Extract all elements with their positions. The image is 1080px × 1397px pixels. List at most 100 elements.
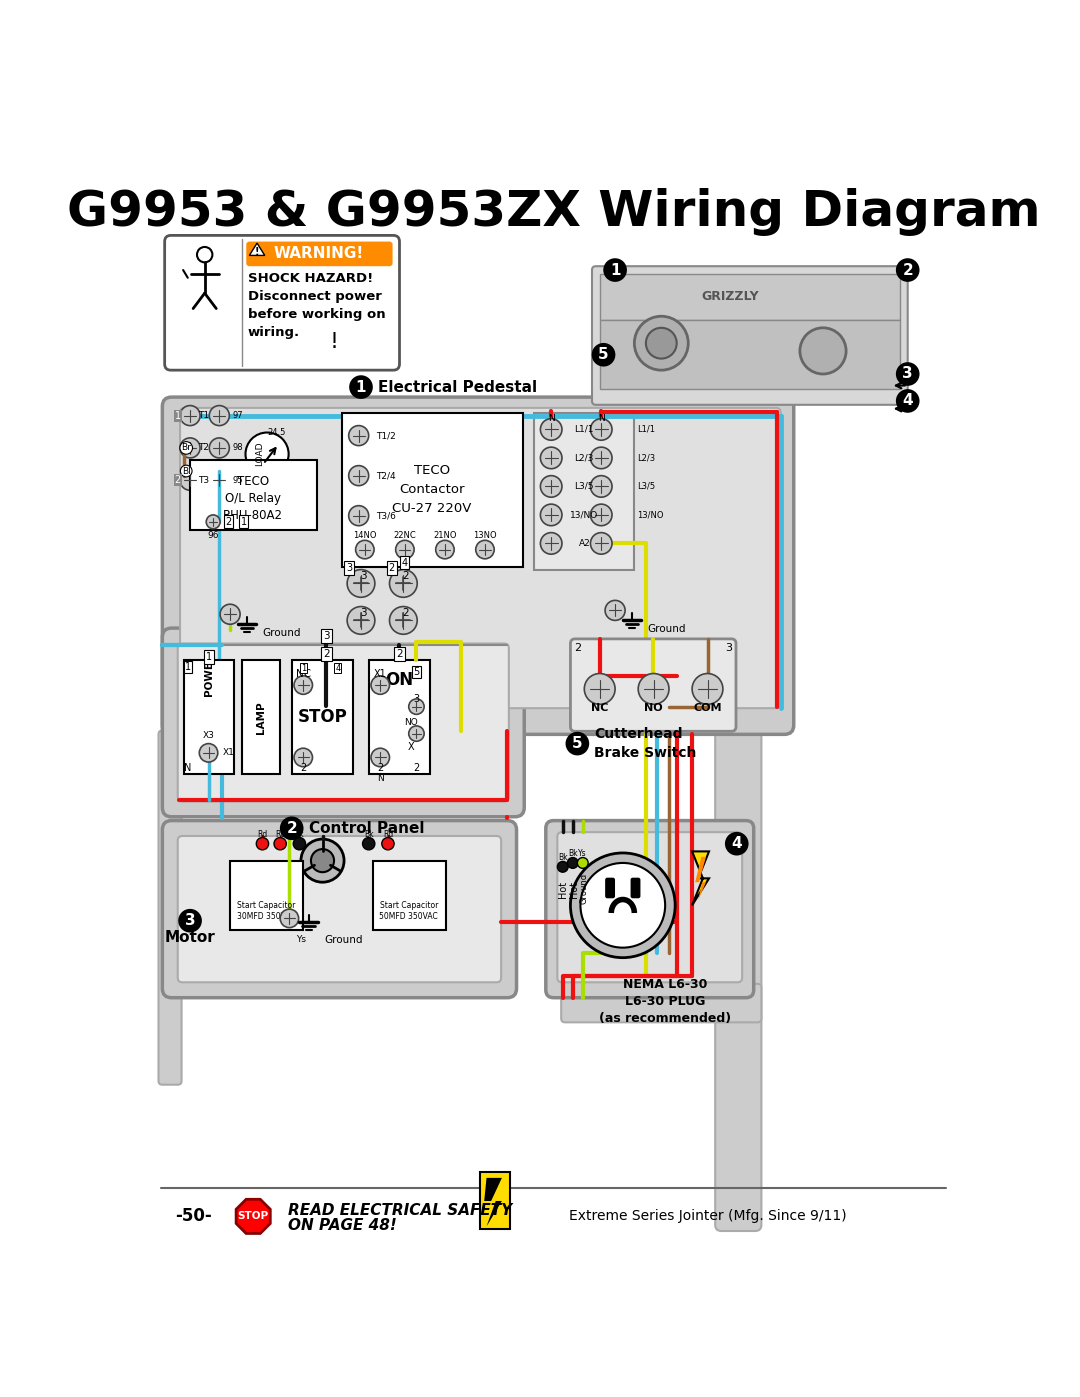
Circle shape [220,605,240,624]
Circle shape [372,749,390,767]
Text: NC: NC [296,669,311,679]
Text: !: ! [329,331,338,352]
Circle shape [311,849,334,872]
Circle shape [540,447,562,469]
FancyBboxPatch shape [162,397,794,735]
Text: Control Panel: Control Panel [309,821,424,835]
Text: Ground: Ground [324,936,363,946]
Circle shape [294,676,312,694]
Circle shape [540,419,562,440]
Text: NEMA L6-30
L6-30 PLUG
(as recommended): NEMA L6-30 L6-30 PLUG (as recommended) [599,978,731,1025]
Text: X3: X3 [203,732,215,740]
Text: T3: T3 [199,476,210,485]
FancyBboxPatch shape [715,731,761,1231]
Circle shape [634,316,688,370]
Circle shape [435,541,455,559]
Circle shape [408,698,424,714]
Text: Start Capacitor
30MFD 350VAC: Start Capacitor 30MFD 350VAC [237,901,296,921]
Circle shape [591,532,612,555]
Circle shape [896,390,918,412]
Text: Br: Br [181,443,191,453]
Text: 1: 1 [610,263,620,278]
Text: L2/3: L2/3 [636,454,654,462]
Text: 14NO: 14NO [353,531,377,541]
Circle shape [197,247,213,263]
Text: 2: 2 [300,763,307,774]
Text: 24.5: 24.5 [268,427,286,437]
Text: 2: 2 [323,650,329,659]
Text: NC: NC [591,703,608,714]
Circle shape [347,570,375,598]
Circle shape [281,817,302,840]
Bar [535,412,634,570]
Text: 1: 1 [300,664,306,672]
FancyBboxPatch shape [178,835,501,982]
Circle shape [210,437,229,458]
Text: 97: 97 [232,411,243,420]
Circle shape [591,447,612,469]
Circle shape [475,541,495,559]
Text: 1: 1 [205,651,212,662]
Circle shape [372,676,390,694]
FancyBboxPatch shape [632,879,639,898]
Bar [599,274,900,320]
Text: 2: 2 [403,571,409,581]
Circle shape [179,909,201,932]
Text: T2/4: T2/4 [377,471,396,481]
Text: 2: 2 [575,643,582,654]
Circle shape [567,733,589,754]
FancyBboxPatch shape [162,629,524,817]
Text: COM: COM [693,703,721,714]
Polygon shape [237,1199,270,1234]
Circle shape [301,840,345,882]
Circle shape [800,328,846,374]
Bar [242,661,280,774]
FancyBboxPatch shape [178,644,509,802]
Text: !: ! [255,246,259,257]
Bar [373,861,446,930]
FancyBboxPatch shape [570,638,735,731]
Text: 95: 95 [232,476,243,485]
Text: ON PAGE 48!: ON PAGE 48! [288,1218,396,1234]
Text: Ys: Ys [579,849,588,858]
Circle shape [256,838,269,849]
Text: POWER: POWER [203,652,214,696]
Text: 5: 5 [572,736,583,752]
Text: 98: 98 [232,443,243,453]
FancyBboxPatch shape [545,820,754,997]
Circle shape [540,475,562,497]
Text: NO: NO [404,718,418,726]
Bar [341,412,523,567]
Circle shape [350,376,372,398]
Text: Ground: Ground [647,624,686,634]
Text: Start Capacitor
50MFD 350VAC: Start Capacitor 50MFD 350VAC [379,901,438,921]
Text: ON: ON [386,671,414,689]
Text: SHOCK HAZARD!
Disconnect power
before working on
wiring.: SHOCK HAZARD! Disconnect power before wo… [247,272,386,339]
Text: READ ELECTRICAL SAFETY: READ ELECTRICAL SAFETY [288,1203,512,1218]
Text: Bk: Bk [295,830,305,840]
Text: Rd: Rd [275,830,285,840]
Text: 3: 3 [903,366,913,381]
Circle shape [347,606,375,634]
Circle shape [591,475,612,497]
Text: Ys: Ys [296,936,306,944]
Circle shape [363,838,375,849]
Text: 2: 2 [286,821,297,835]
Text: 13/NO: 13/NO [570,510,598,520]
Text: LAMP: LAMP [256,701,266,733]
Text: A2: A2 [579,539,590,548]
Text: Ground: Ground [580,873,589,904]
FancyBboxPatch shape [162,820,516,997]
Text: 13/NO: 13/NO [636,510,663,520]
Circle shape [206,515,220,529]
Circle shape [578,858,589,869]
Text: Cutterhead
Brake Switch: Cutterhead Brake Switch [594,726,697,760]
Circle shape [390,570,417,598]
Text: L2/3: L2/3 [575,454,594,462]
Text: N: N [184,763,191,774]
Polygon shape [696,856,706,900]
Text: 1: 1 [241,517,247,527]
Text: 2: 2 [396,650,403,659]
Text: 3: 3 [360,608,366,617]
Text: 4: 4 [335,664,340,672]
